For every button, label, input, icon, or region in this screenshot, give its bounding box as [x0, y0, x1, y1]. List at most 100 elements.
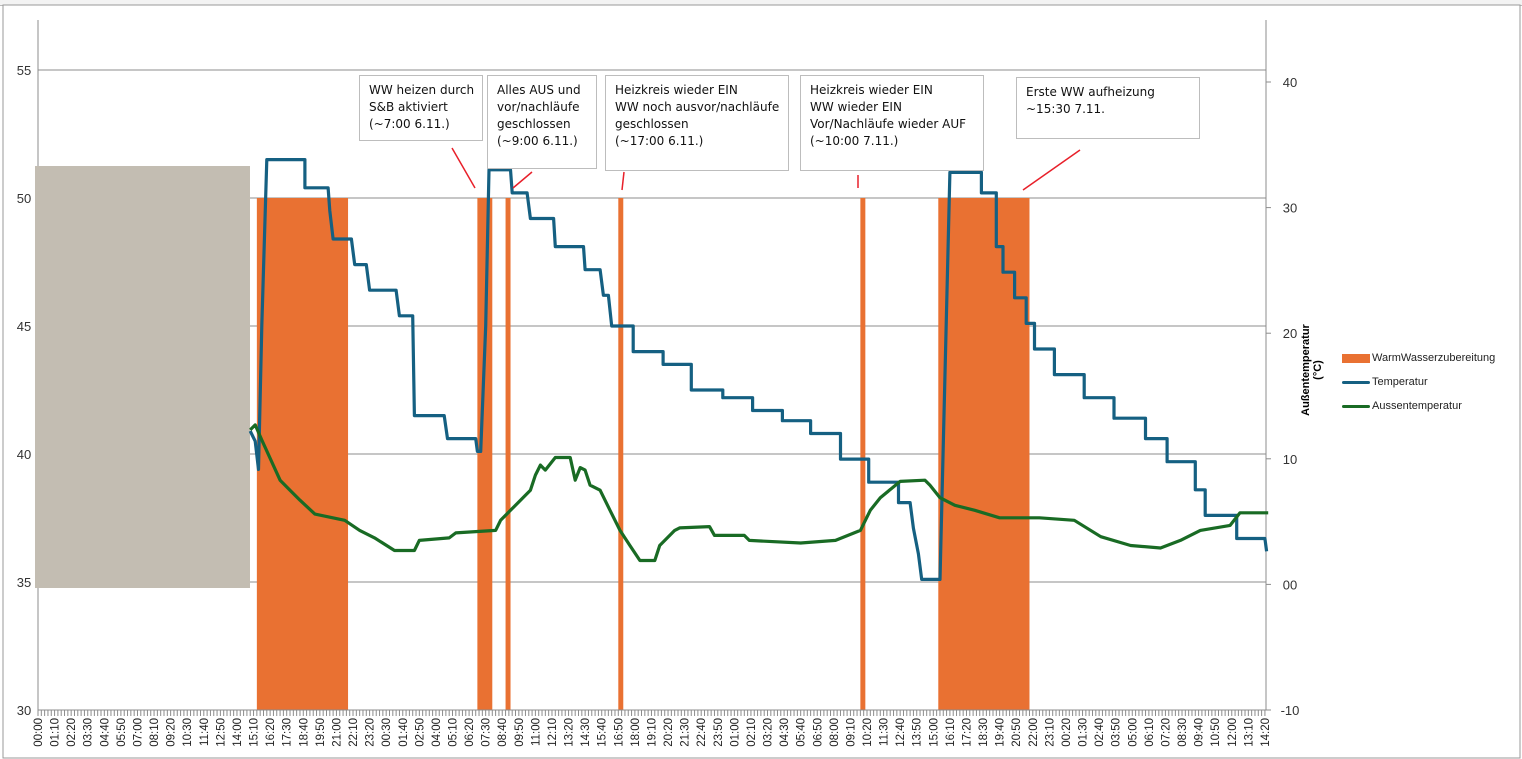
x-tick-label: 08:30 — [1177, 718, 1189, 747]
x-tick-label: 23:20 — [365, 718, 377, 747]
x-tick-label: 05:00 — [1127, 718, 1139, 747]
x-tick-label: 05:10 — [448, 718, 460, 747]
x-tick-label: 16:20 — [265, 718, 277, 747]
x-tick-label: 12:50 — [215, 718, 227, 747]
x-tick-label: 09:10 — [845, 718, 857, 747]
x-tick-label: 15:10 — [249, 718, 261, 747]
x-tick-label: 04:00 — [431, 718, 443, 747]
legend-swatch-line — [1342, 380, 1370, 384]
x-tick-label: 20:20 — [663, 718, 675, 747]
x-tick-label: 09:50 — [514, 718, 526, 747]
x-tick-label: 13:20 — [564, 718, 576, 747]
x-tick-label: 16:50 — [613, 718, 625, 747]
x-tick-label: 17:20 — [961, 718, 973, 747]
x-tick-label: 14:00 — [232, 718, 244, 747]
x-tick-label: 13:50 — [912, 718, 924, 747]
x-tick-label: 16:10 — [945, 718, 957, 747]
legend-swatch-line — [1342, 404, 1370, 408]
warmwasser-bar — [505, 198, 511, 710]
legend-label: WarmWasserzubereitung — [1372, 352, 1496, 364]
x-tick-label: 11:00 — [530, 718, 542, 746]
annotation-pointer — [451, 147, 476, 189]
legend: WarmWasserzubereitung Temperatur Aussent… — [1342, 346, 1495, 418]
x-tick-label: 12:10 — [547, 718, 559, 747]
right-tick-label: 10 — [1283, 452, 1297, 467]
legend-item-temperatur: Temperatur — [1342, 370, 1495, 394]
right-tick-label: 20 — [1283, 326, 1297, 341]
x-tick-label: 18:40 — [298, 718, 310, 747]
x-tick-label: 04:30 — [779, 718, 791, 747]
x-tick-label: 06:20 — [464, 718, 476, 747]
annotation-heizkreis-ein-1: Heizkreis wieder EIN WW noch ausvor/nach… — [605, 75, 789, 171]
left-tick-label: 35 — [17, 575, 31, 590]
x-tick-label: 15:40 — [597, 718, 609, 747]
x-tick-label: 14:30 — [580, 718, 592, 747]
x-tick-label: 20:50 — [1011, 718, 1023, 747]
x-tick-label: 22:40 — [696, 718, 708, 747]
annotation-heizkreis-ein-2: Heizkreis wieder EIN WW wieder EIN Vor/N… — [800, 75, 984, 171]
x-tick-label: 21:00 — [331, 718, 343, 747]
x-tick-label: 05:40 — [796, 718, 808, 747]
x-tick-label: 19:40 — [995, 718, 1007, 747]
right-tick-label: 40 — [1283, 75, 1297, 90]
x-tick-label: 00:00 — [33, 718, 45, 747]
x-tick-label: 08:00 — [829, 718, 841, 747]
x-tick-label: 22:10 — [348, 718, 360, 747]
annotation-ww-heizen: WW heizen durch S&B aktiviert (~7:00 6.1… — [359, 75, 483, 141]
x-tick-label: 07:20 — [1160, 718, 1172, 747]
x-tick-label: 02:50 — [414, 718, 426, 747]
x-tick-label: 10:50 — [1210, 718, 1222, 747]
left-tick-label: 45 — [17, 319, 31, 334]
x-tick-label: 13:10 — [1243, 718, 1255, 747]
x-tick-label: 10:20 — [862, 718, 874, 747]
x-tick-label: 07:30 — [481, 718, 493, 747]
x-tick-label: 02:40 — [1094, 718, 1106, 747]
warmwasser-bar — [860, 198, 866, 710]
warmwasser-bar — [256, 198, 349, 710]
x-tick-label: 01:40 — [398, 718, 410, 747]
left-tick-label: 55 — [17, 63, 31, 78]
x-tick-label: 19:50 — [315, 718, 327, 747]
x-tick-label: 23:10 — [1044, 718, 1056, 747]
right-axis-title: Außentemperatur (°C) — [1300, 324, 1324, 416]
x-tick-label: 00:30 — [381, 718, 393, 747]
x-tick-label: 01:30 — [1078, 718, 1090, 747]
x-tick-label: 17:30 — [282, 718, 294, 747]
legend-item-aussentemperatur: Aussentemperatur — [1342, 394, 1495, 418]
x-tick-label: 07:00 — [132, 718, 144, 747]
x-tick-label: 09:20 — [166, 718, 178, 747]
x-tick-label: 09:40 — [1194, 718, 1206, 747]
legend-label: Aussentemperatur — [1372, 400, 1462, 412]
left-tick-label: 40 — [17, 447, 31, 462]
x-tick-label: 11:40 — [199, 718, 211, 746]
series-line-temperatur — [248, 158, 1269, 581]
x-tick-label: 04:40 — [99, 718, 111, 747]
x-tick-label: 06:10 — [1144, 718, 1156, 747]
grey-overlay-block — [35, 166, 250, 588]
right-tick-label: -10 — [1281, 703, 1300, 718]
x-tick-label: 08:10 — [149, 718, 161, 747]
x-tick-label: 11:30 — [879, 718, 891, 746]
x-tick-label: 12:00 — [1227, 718, 1239, 747]
x-tick-label: 00:20 — [1061, 718, 1073, 747]
x-tick-label: 05:50 — [116, 718, 128, 747]
x-tick-label: 08:40 — [497, 718, 509, 747]
left-tick-label: 50 — [17, 191, 31, 206]
x-tick-label: 01:00 — [729, 718, 741, 747]
right-tick-label: 00 — [1283, 577, 1297, 592]
x-tick-label: 15:00 — [928, 718, 940, 747]
x-tick-label: 22:00 — [1028, 718, 1040, 747]
x-tick-label: 14:20 — [1260, 718, 1272, 747]
annotation-erste-ww: Erste WW aufheizung ~15:30 7.11. — [1016, 77, 1200, 139]
x-tick-label: 06:50 — [812, 718, 824, 747]
x-tick-label: 18:30 — [978, 718, 990, 747]
x-tick-label: 02:10 — [746, 718, 758, 747]
legend-label: Temperatur — [1372, 376, 1428, 388]
annotation-pointer — [621, 171, 625, 191]
x-tick-label: 18:00 — [630, 718, 642, 747]
x-tick-label: 03:50 — [1111, 718, 1123, 747]
x-tick-label: 02:20 — [66, 718, 78, 747]
x-tick-label: 03:30 — [83, 718, 95, 747]
annotation-alles-aus: Alles AUS und vor/nachläufe geschlossen … — [487, 75, 597, 169]
